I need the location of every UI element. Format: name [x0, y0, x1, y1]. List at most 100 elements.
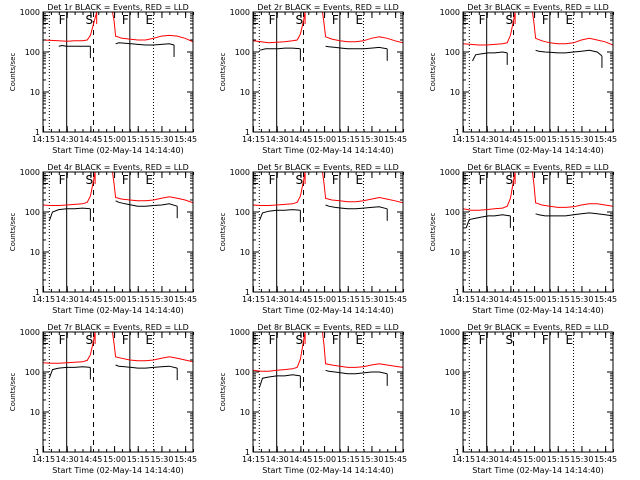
- x-tick-label: 15:15: [547, 295, 570, 304]
- panel-title: Det 2r BLACK = Events, RED = LLD: [257, 3, 399, 12]
- event-marker-label: S: [86, 333, 94, 347]
- panel-title: Det 8r BLACK = Events, RED = LLD: [257, 323, 399, 332]
- y-tick-label: 1: [35, 448, 40, 457]
- event-marker-label: E: [566, 173, 574, 187]
- y-tick-label: 100: [235, 208, 250, 217]
- x-axis-label: Start Time (02-May-14 14:14:40): [262, 306, 393, 315]
- x-tick-label: 14:45: [79, 295, 102, 304]
- y-tick-label: 10: [30, 248, 40, 257]
- x-tick-label: 14:45: [289, 135, 312, 144]
- event-marker-label: F: [332, 13, 339, 27]
- x-tick-label: 15:30: [150, 295, 173, 304]
- x-axis-label: Start Time (02-May-14 14:14:40): [472, 306, 603, 315]
- panel-title: Det 1r BLACK = Events, RED = LLD: [47, 3, 189, 12]
- events-series-line: [325, 45, 388, 50]
- events-series-line: [472, 51, 508, 62]
- event-marker-label: E: [461, 13, 469, 27]
- panel-data: [253, 12, 403, 61]
- x-tick-label: 15:45: [174, 295, 197, 304]
- x-tick-label: 15:15: [127, 455, 150, 464]
- y-tick-label: 1: [35, 128, 40, 137]
- y-tick-label: 10: [240, 88, 250, 97]
- event-marker-label: F: [122, 13, 129, 27]
- x-tick-label: 14:30: [266, 135, 289, 144]
- y-tick-label: 1000: [20, 168, 40, 177]
- events-series-line: [115, 200, 178, 207]
- x-tick-label: 15:00: [103, 455, 126, 464]
- x-tick-label: 15:15: [337, 455, 360, 464]
- panel-title: Det 5r BLACK = Events, RED = LLD: [257, 163, 399, 172]
- x-tick-label: 15:30: [570, 455, 593, 464]
- event-marker-label: E: [251, 173, 259, 187]
- y-tick-label: 100: [445, 48, 460, 57]
- y-tick-label: 10: [30, 88, 40, 97]
- events-series-line: [259, 47, 301, 51]
- panel-frame: [42, 171, 194, 293]
- panel-frame: [42, 331, 194, 453]
- event-marker-label: E: [41, 173, 49, 187]
- event-marker-label: S: [506, 173, 514, 187]
- event-marker-label: S: [296, 13, 304, 27]
- event-marker-label: E: [251, 333, 259, 347]
- event-marker-label: F: [542, 13, 549, 27]
- event-marker-label: F: [542, 173, 549, 187]
- lld-series-line: [43, 12, 98, 42]
- y-tick-label: 10: [450, 408, 460, 417]
- event-marker-label: E: [356, 13, 364, 27]
- panel-title: Det 3r BLACK = Events, RED = LLD: [467, 3, 609, 12]
- panel-data: [253, 332, 403, 389]
- y-axis-label: Counts/sec: [219, 213, 227, 252]
- x-tick-label: 15:30: [150, 135, 173, 144]
- event-marker-label: F: [269, 333, 276, 347]
- y-tick-label: 1000: [230, 168, 250, 177]
- x-tick-label: 14:30: [56, 455, 79, 464]
- x-tick-label: 15:45: [384, 455, 407, 464]
- y-tick-label: 10: [450, 248, 460, 257]
- x-tick-label: 15:00: [313, 295, 336, 304]
- x-tick-label: 15:15: [547, 135, 570, 144]
- x-axis-label: Start Time (02-May-14 14:14:40): [52, 466, 183, 475]
- x-tick-label: 15:00: [523, 455, 546, 464]
- y-tick-label: 1000: [440, 328, 460, 337]
- events-series-line: [115, 364, 178, 369]
- x-tick-label: 15:30: [150, 455, 173, 464]
- event-marker-label: E: [146, 333, 154, 347]
- x-tick-label: 15:30: [360, 295, 383, 304]
- lld-series-line: [322, 12, 403, 44]
- y-tick-label: 10: [240, 248, 250, 257]
- x-tick-label: 14:30: [56, 135, 79, 144]
- y-tick-label: 100: [25, 48, 40, 57]
- lld-series-line: [43, 332, 96, 364]
- x-tick-label: 15:30: [570, 295, 593, 304]
- x-tick-label: 15:00: [523, 295, 546, 304]
- event-marker-label: E: [251, 13, 259, 27]
- event-marker-label: E: [356, 333, 364, 347]
- x-tick-label: 14:30: [266, 455, 289, 464]
- y-tick-label: 1: [455, 128, 460, 137]
- event-marker-label: E: [41, 13, 49, 27]
- x-axis-label: Start Time (02-May-14 14:14:40): [472, 146, 603, 155]
- panel-title: Det 6r BLACK = Events, RED = LLD: [467, 163, 609, 172]
- x-tick-label: 15:45: [384, 135, 407, 144]
- event-marker-label: S: [86, 173, 94, 187]
- lld-series-line: [43, 172, 96, 206]
- panel-data: [43, 172, 193, 222]
- events-series-line: [115, 42, 175, 46]
- y-tick-label: 100: [235, 48, 250, 57]
- x-axis-label: Start Time (02-May-14 14:14:40): [52, 306, 183, 315]
- events-series-line: [325, 369, 388, 375]
- y-tick-label: 1000: [20, 328, 40, 337]
- y-axis-label: Counts/sec: [9, 213, 17, 252]
- panel-title: Det 9r BLACK = Events, RED = LLD: [467, 323, 609, 332]
- y-tick-label: 100: [25, 368, 40, 377]
- x-tick-label: 14:45: [79, 135, 102, 144]
- event-marker-label: F: [542, 333, 549, 347]
- event-marker-label: S: [86, 13, 94, 27]
